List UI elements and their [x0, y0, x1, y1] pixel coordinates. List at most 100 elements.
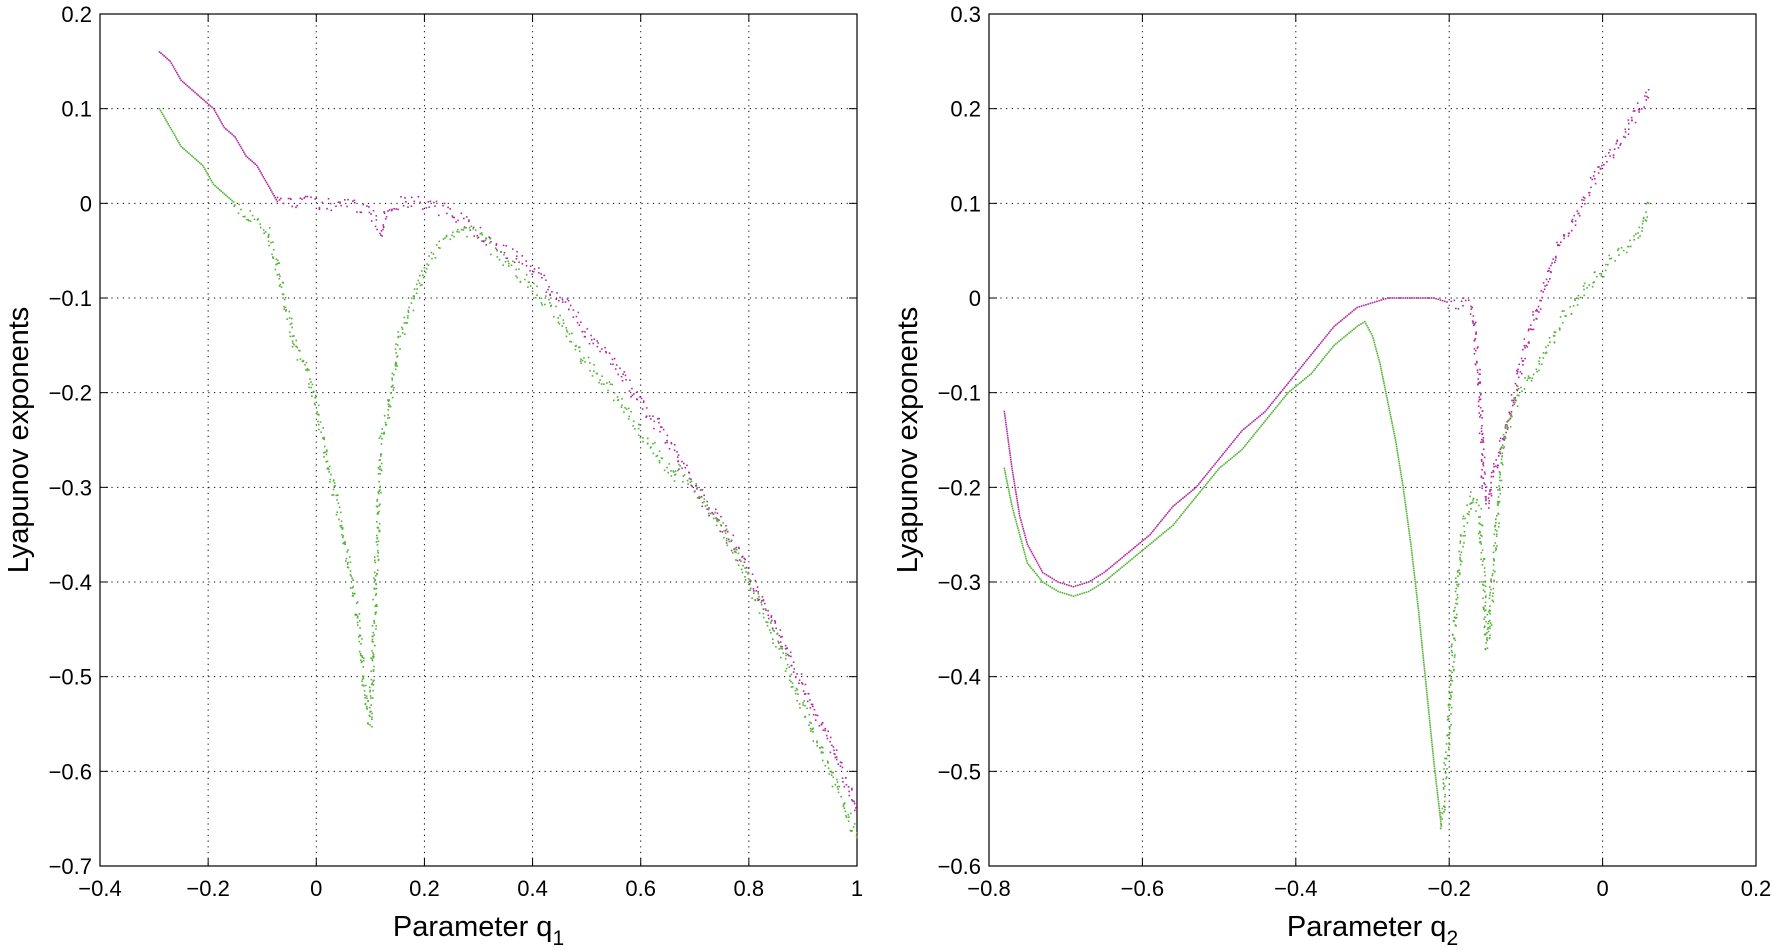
data-point [1242, 428, 1245, 430]
data-point [1122, 555, 1125, 558]
data-point [1417, 297, 1420, 299]
data-point [1246, 441, 1249, 444]
data-point [1358, 305, 1361, 308]
data-point [1057, 590, 1059, 593]
data-point [1412, 567, 1415, 570]
data-point [1574, 297, 1576, 300]
data-point [174, 136, 177, 138]
data-point [1231, 441, 1234, 444]
data-point [366, 205, 368, 207]
data-point [1429, 730, 1432, 733]
data-point [1516, 370, 1519, 373]
data-point [426, 263, 428, 265]
data-point [590, 338, 593, 341]
data-point [379, 489, 381, 491]
data-point [506, 257, 509, 260]
data-point [1218, 458, 1220, 460]
data-point [1221, 454, 1223, 457]
data-point [318, 428, 320, 431]
data-point [1072, 595, 1075, 597]
data-point [209, 105, 212, 107]
data-point [490, 240, 492, 243]
data-point [1539, 308, 1542, 310]
data-point [561, 301, 564, 303]
data-point [795, 687, 798, 690]
data-point [802, 704, 804, 706]
data-point [1593, 170, 1596, 173]
data-point [1428, 713, 1430, 716]
data-point [240, 208, 242, 211]
data-point [172, 66, 175, 68]
data-point [1285, 393, 1288, 396]
data-point [346, 205, 348, 208]
data-point [757, 593, 760, 595]
data-point [1521, 360, 1524, 362]
data-point [784, 657, 787, 660]
data-point [1492, 587, 1495, 590]
data-point [1104, 570, 1107, 572]
data-point [1427, 706, 1430, 709]
data-point [1571, 218, 1574, 221]
data-point [1032, 569, 1034, 571]
x-axis-label: Parameter q2 [1287, 911, 1458, 950]
data-point [1377, 356, 1380, 359]
data-point [340, 526, 343, 529]
data-point [1212, 474, 1215, 476]
data-point [1034, 572, 1037, 575]
data-point [1145, 546, 1148, 548]
data-point [270, 241, 272, 244]
data-point [358, 636, 360, 638]
data-point [810, 722, 812, 724]
data-point [197, 94, 199, 96]
data-point [1498, 487, 1501, 490]
data-point [1334, 324, 1337, 326]
data-point [1018, 531, 1020, 534]
data-point [166, 57, 169, 60]
data-point [552, 315, 555, 318]
data-point [374, 225, 377, 228]
data-point [447, 206, 449, 209]
x-axis-label-main: Parameter q [1287, 911, 1447, 943]
data-point [847, 820, 850, 823]
data-point [555, 298, 558, 300]
data-point [1578, 214, 1581, 217]
data-point [1336, 322, 1339, 325]
data-point [758, 598, 760, 601]
data-point [1009, 454, 1012, 457]
data-point [822, 751, 824, 754]
data-point [1484, 596, 1487, 599]
data-point [1445, 743, 1448, 745]
data-point [410, 302, 413, 304]
data-point [387, 400, 390, 403]
data-point [1147, 544, 1150, 547]
data-point [790, 655, 792, 658]
data-point [262, 229, 265, 231]
data-point [1497, 501, 1499, 503]
data-point [383, 414, 386, 417]
data-point [184, 149, 187, 152]
data-point [1416, 602, 1419, 605]
data-point [842, 803, 845, 806]
data-point [1321, 359, 1323, 362]
data-point [833, 749, 835, 752]
y-tick-label: 0.1 [61, 97, 92, 122]
data-point [1024, 553, 1026, 556]
data-point [1545, 351, 1548, 354]
data-point [1134, 555, 1137, 558]
data-point [1109, 575, 1112, 578]
data-point [311, 383, 314, 386]
data-point [1604, 155, 1607, 158]
data-point [1065, 583, 1068, 586]
data-point [832, 771, 835, 774]
data-point [1118, 559, 1120, 562]
data-point [1447, 715, 1449, 718]
data-point [180, 145, 182, 148]
data-point [1137, 552, 1140, 555]
data-point [605, 350, 607, 353]
data-point [1097, 584, 1100, 587]
data-point [1271, 411, 1273, 414]
data-point [844, 777, 847, 779]
data-point [1469, 495, 1471, 498]
data-point [319, 421, 322, 423]
data-point [1103, 581, 1105, 583]
